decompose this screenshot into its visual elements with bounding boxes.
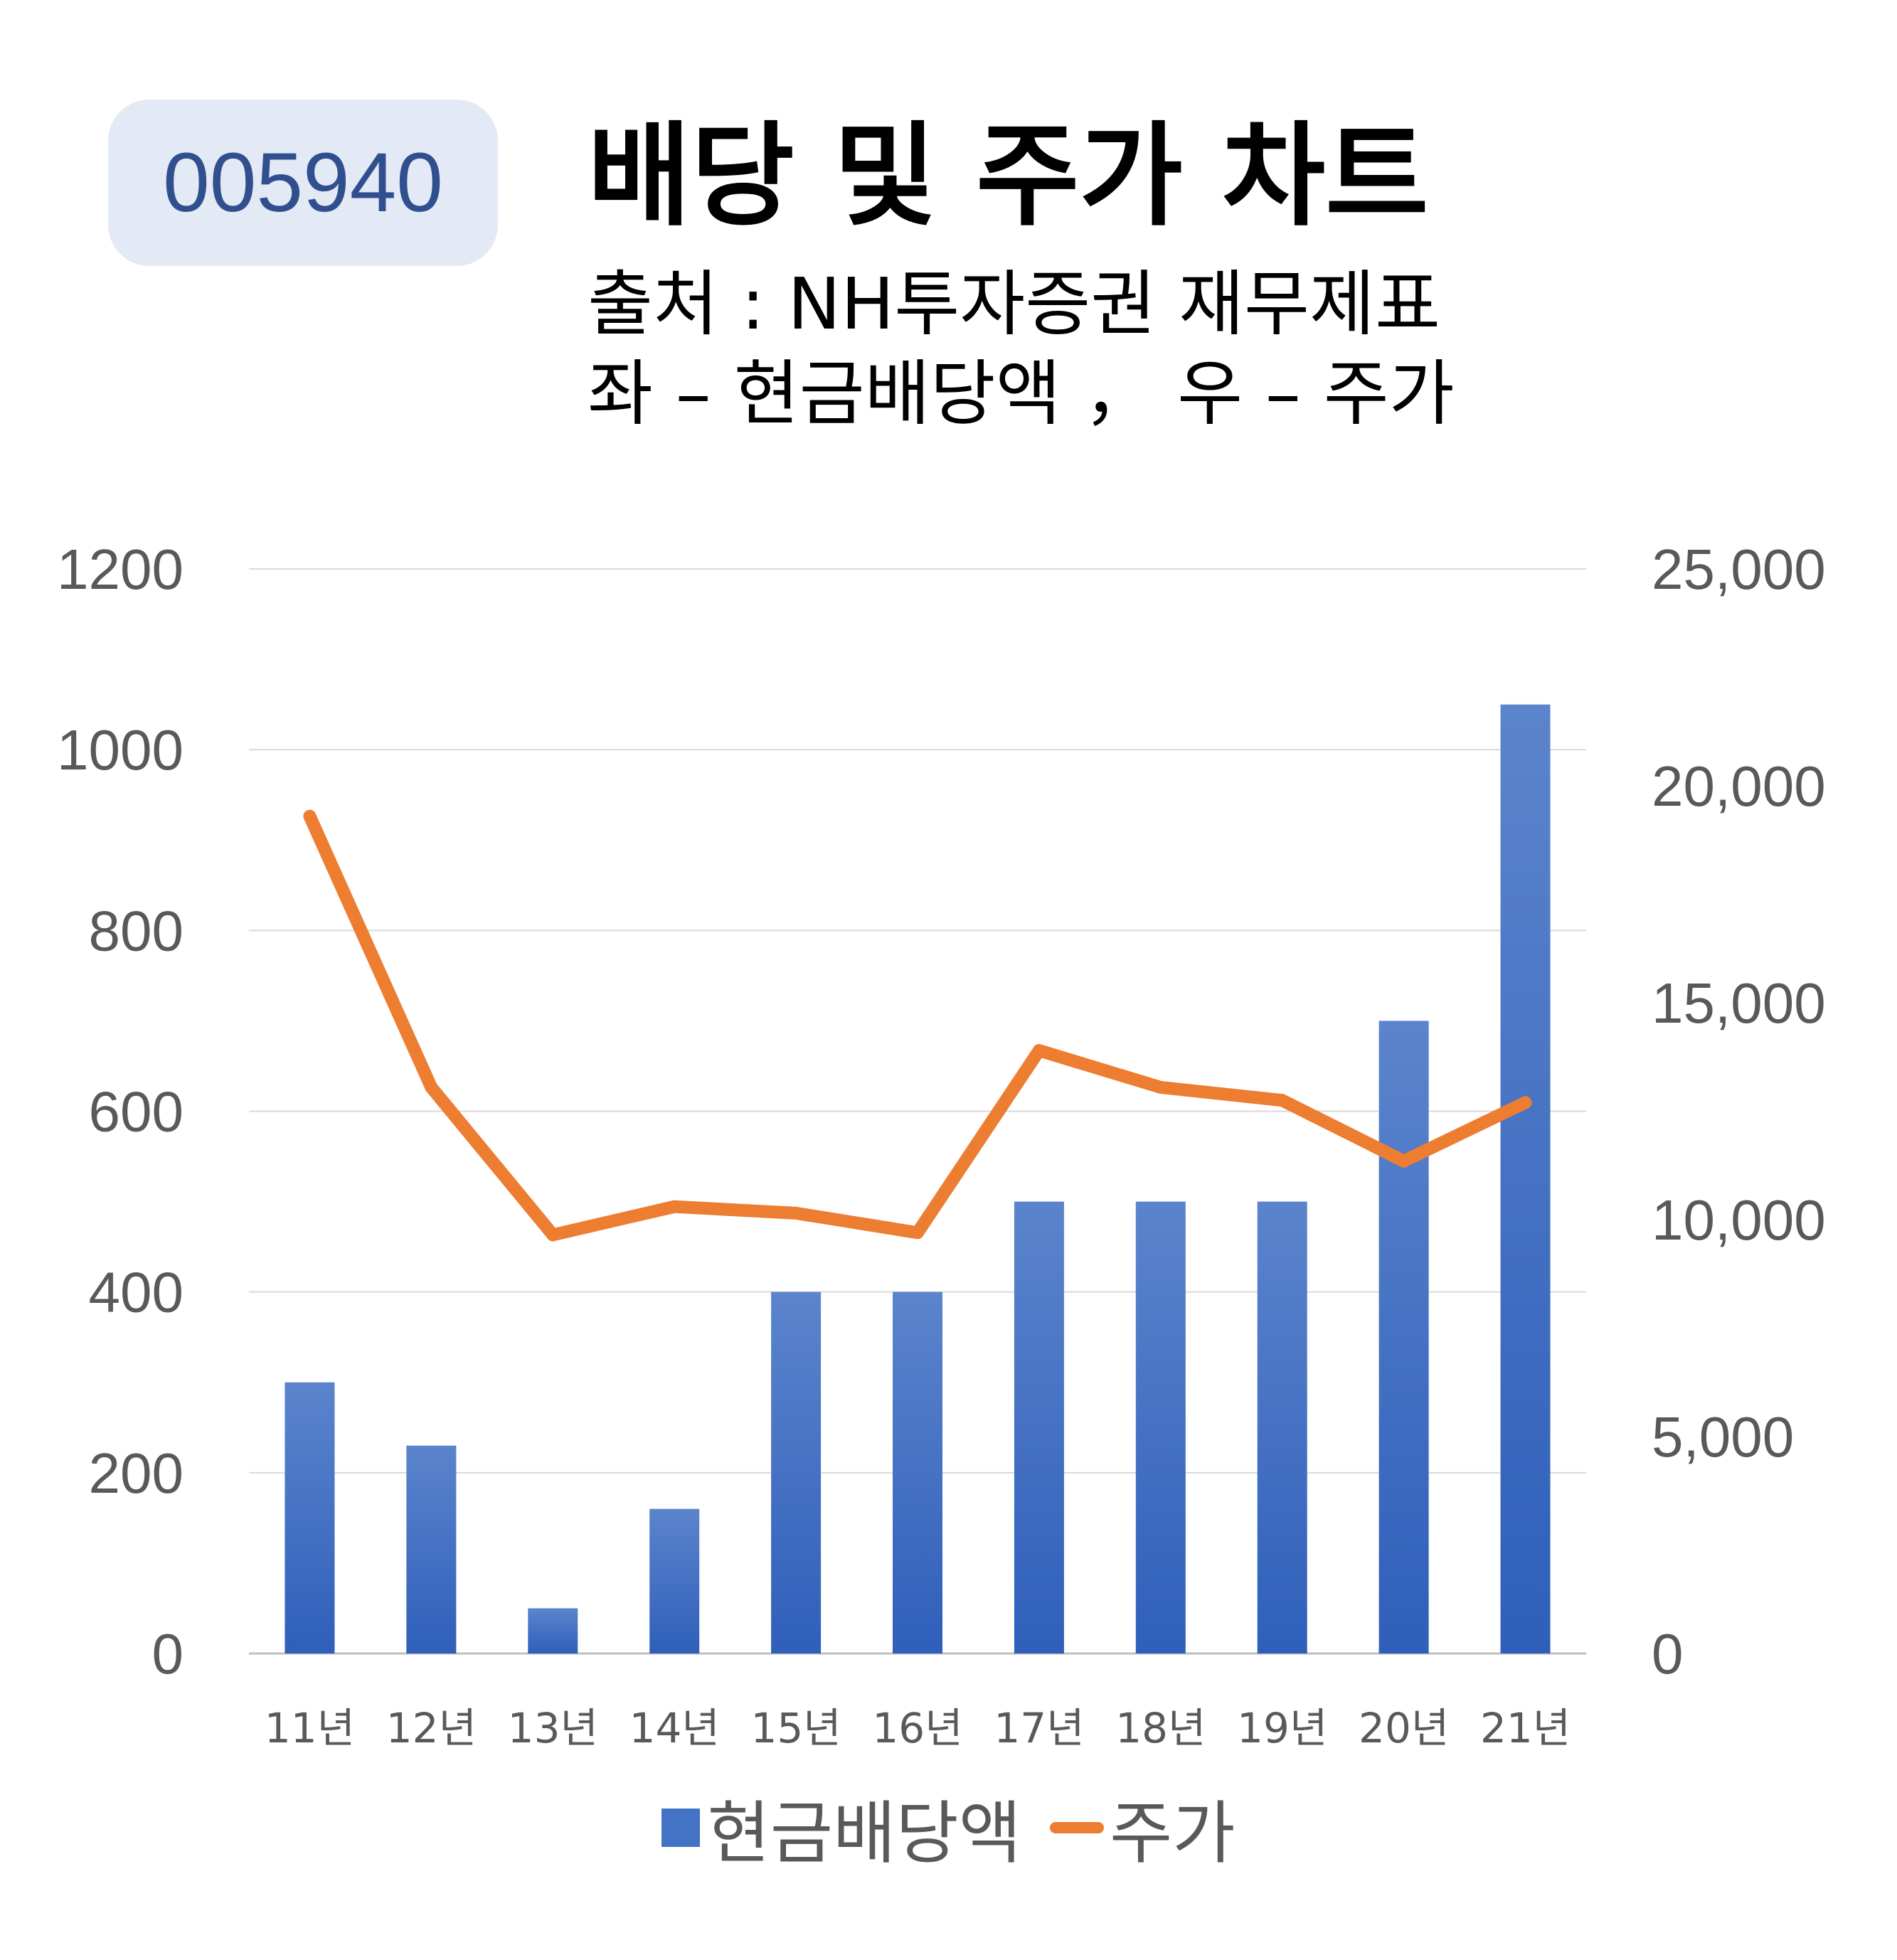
- price-point: [425, 1080, 438, 1094]
- price-point: [1032, 1044, 1046, 1058]
- chart-source: 출처 : NH투자증권 재무제표: [588, 262, 1441, 346]
- ticker-badge: 005940: [108, 100, 498, 266]
- right-tick-label: 25,000: [1652, 538, 1826, 601]
- category-label: 15년: [751, 1704, 841, 1752]
- price-point: [303, 809, 317, 823]
- category-label: 14년: [629, 1704, 720, 1752]
- left-tick-label: 0: [152, 1622, 184, 1685]
- price-point: [790, 1206, 803, 1220]
- dividend-bar: [1500, 704, 1551, 1653]
- right-tick-label: 0: [1652, 1622, 1684, 1685]
- category-axis: 11년 12년 13년 14년 15년 16년 17년 18년 19년 20년 21년: [265, 1704, 1571, 1752]
- category-label: 11년: [265, 1704, 355, 1752]
- left-tick-label: 600: [89, 1080, 184, 1144]
- right-tick-label: 15,000: [1652, 971, 1826, 1035]
- dividend-bar: [1014, 1201, 1064, 1653]
- price-point: [546, 1228, 560, 1242]
- price-line: [303, 809, 1532, 1242]
- ticker-code: 005940: [163, 136, 443, 230]
- legend-bar-swatch: [661, 1808, 701, 1847]
- bar-series: [285, 704, 1551, 1653]
- category-label: 21년: [1480, 1704, 1571, 1752]
- left-tick-label: 800: [89, 899, 184, 962]
- category-label: 12년: [386, 1704, 477, 1752]
- category-label: 16년: [872, 1704, 962, 1752]
- legend-label-price: 주가: [1109, 1794, 1236, 1873]
- right-axis: 0 5,000 10,000 15,000 20,000 25,000: [1652, 538, 1826, 1685]
- legend-line-swatch: [1049, 1821, 1104, 1833]
- dividend-bar: [528, 1608, 578, 1653]
- left-tick-label: 1000: [57, 718, 184, 782]
- dividend-bar: [771, 1291, 822, 1653]
- price-point: [1519, 1096, 1532, 1109]
- line-series: [303, 809, 1532, 1242]
- right-tick-label: 10,000: [1652, 1188, 1826, 1252]
- price-point: [1275, 1094, 1289, 1107]
- right-tick-label: 5,000: [1652, 1405, 1794, 1469]
- left-tick-label: 400: [89, 1261, 184, 1324]
- dividend-bar: [406, 1445, 457, 1653]
- dividend-bar: [649, 1508, 700, 1653]
- price-point: [1397, 1154, 1410, 1168]
- category-label: 19년: [1237, 1704, 1327, 1752]
- category-label: 17년: [994, 1704, 1084, 1752]
- dividend-bar: [1135, 1201, 1186, 1653]
- price-point: [668, 1200, 681, 1213]
- dividend-bar: [1257, 1201, 1307, 1653]
- legend: 현금배당액 주가: [0, 1778, 1897, 1877]
- legend-item-price: 주가: [1049, 1778, 1236, 1877]
- legend-label-dividend: 현금배당액: [707, 1794, 1021, 1873]
- axis-description: 좌 – 현금배당액 ， 우 – 주가: [588, 352, 1455, 435]
- dividend-bar: [1378, 1021, 1429, 1653]
- chart-title: 배당 및 주가 차트: [588, 111, 1429, 242]
- price-point: [911, 1226, 924, 1240]
- left-tick-label: 1200: [57, 538, 184, 601]
- left-axis: 0 200 400 600 800 1000 1200: [57, 538, 184, 1685]
- category-label: 20년: [1359, 1704, 1449, 1752]
- category-label: 13년: [508, 1704, 598, 1752]
- dividend-bar: [893, 1291, 942, 1653]
- category-label: 18년: [1115, 1704, 1206, 1752]
- left-tick-label: 200: [89, 1442, 184, 1505]
- right-tick-label: 20,000: [1652, 755, 1826, 818]
- legend-item-dividend: 현금배당액: [661, 1778, 1021, 1877]
- price-point: [1154, 1080, 1167, 1094]
- dividend-bar: [285, 1382, 335, 1653]
